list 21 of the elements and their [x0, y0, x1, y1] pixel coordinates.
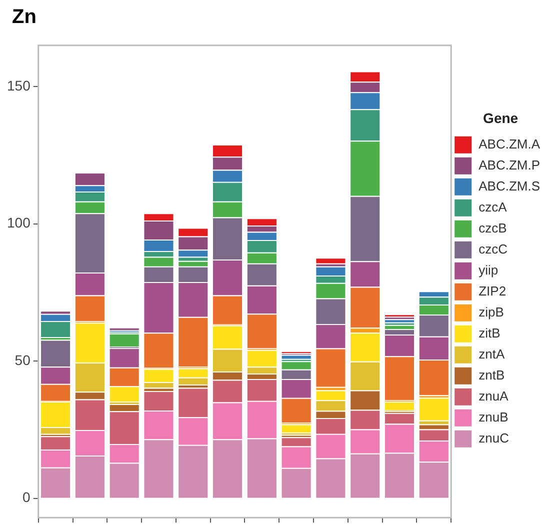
- y-tick-label: 100: [7, 214, 31, 231]
- legend-label: ABC.ZM.S: [478, 178, 540, 194]
- y-tick-label: 0: [22, 489, 31, 506]
- legend-label: zipB: [478, 304, 504, 320]
- legend-label: czcB: [478, 220, 507, 236]
- legend-label: czcA: [478, 199, 508, 214]
- legend-label: zitB: [478, 325, 500, 340]
- legend-label: znuA: [478, 388, 509, 404]
- legend-label: yiip: [478, 262, 498, 278]
- y-tick-label: 150: [7, 77, 31, 94]
- legend-label: czcC: [478, 241, 508, 256]
- legend-label: ZIP2: [478, 283, 506, 298]
- legend-title: Gene: [483, 110, 518, 126]
- legend-label: znuB: [478, 409, 508, 424]
- legend-label: znuC: [478, 430, 509, 446]
- legend-label: ABC.ZM.A: [478, 136, 540, 152]
- legend-label: ABC.ZM.P: [478, 157, 540, 172]
- legend-label: zntB: [478, 367, 505, 382]
- chart-title: Zn: [12, 6, 36, 29]
- legend-label: zntA: [478, 346, 505, 362]
- y-tick-label: 50: [14, 352, 31, 368]
